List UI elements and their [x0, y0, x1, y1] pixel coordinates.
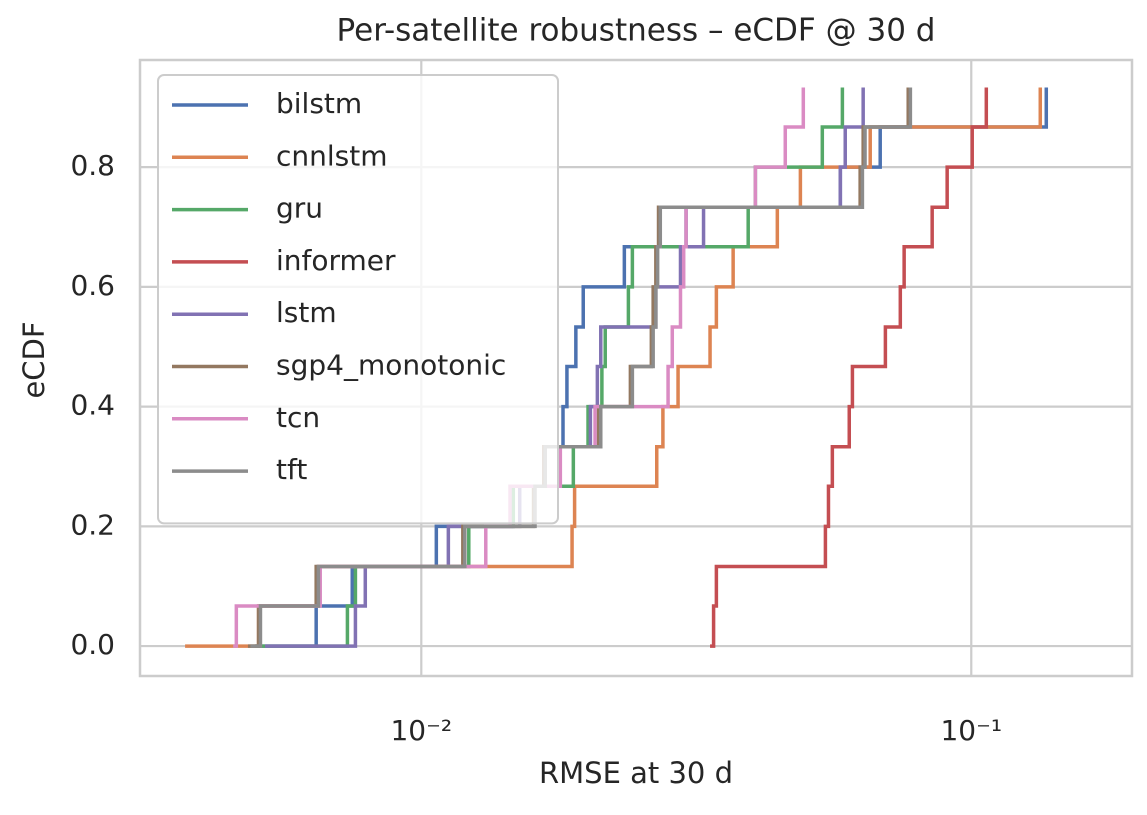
x-tick-label: 10⁻¹ [940, 714, 1002, 747]
legend-label: cnnlstm [276, 139, 388, 172]
plot-frame [138, 58, 1134, 678]
y-tick-label: 0.6 [70, 269, 115, 302]
ecdf-line [710, 87, 989, 648]
legend-label: tcn [276, 401, 320, 434]
legend-box [157, 74, 559, 525]
ecdf-line [250, 87, 913, 648]
legend-label: informer [276, 244, 396, 277]
y-tick-label: 0.0 [70, 628, 115, 661]
x-tick-label: 10⁻² [390, 714, 452, 747]
legend-label: tft [276, 453, 307, 486]
legend-label: sgp4_monotonic [276, 349, 506, 382]
y-tick-label: 0.8 [70, 149, 115, 182]
legend-label: lstm [276, 296, 337, 329]
chart-title: Per-satellite robustness – eCDF @ 30 d [337, 13, 936, 49]
x-axis-label: RMSE at 30 d [539, 756, 733, 790]
y-tick-label: 0.4 [70, 389, 115, 422]
y-tick-label: 0.2 [70, 508, 115, 541]
y-axis-label: eCDF [17, 321, 51, 398]
legend: bilstm cnnlstm gru informer lstm sgp4_monoton… [157, 74, 559, 525]
legend-label: gru [276, 192, 323, 225]
legend-label: bilstm [276, 87, 362, 120]
